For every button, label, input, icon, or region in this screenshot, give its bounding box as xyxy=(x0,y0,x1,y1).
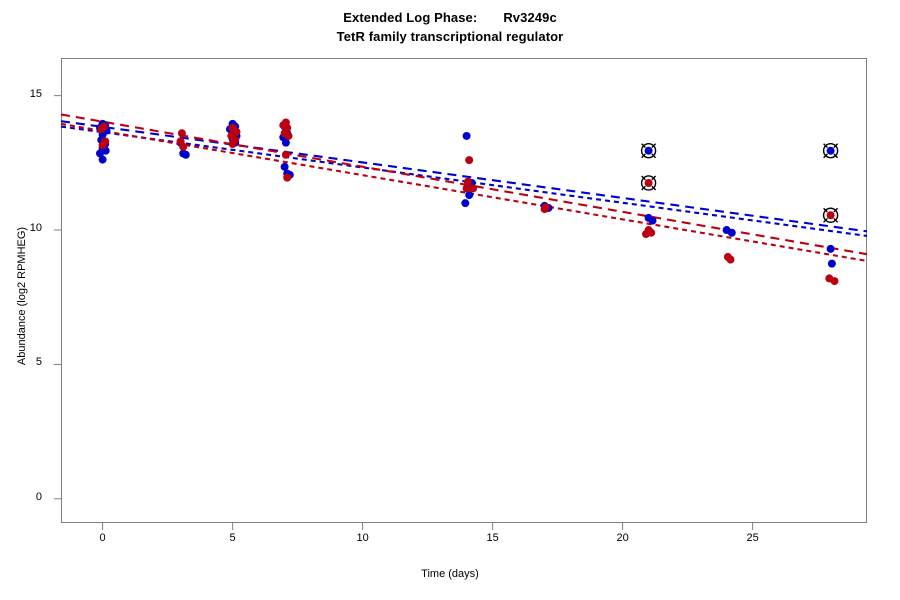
y-tick-label: 5 xyxy=(35,356,42,369)
x-tick-label: 10 xyxy=(356,532,369,544)
y-axis-label: Abundance (log2 RPMHEG) xyxy=(16,226,28,366)
chart-title-gene: Rv3249c xyxy=(503,10,557,25)
chart-title-phase: Extended Log Phase: xyxy=(343,10,478,25)
plot-area xyxy=(61,58,867,523)
y-tick-label: 10 xyxy=(29,222,42,235)
x-axis-label: Time (days) xyxy=(421,568,479,580)
x-tick-label: 15 xyxy=(486,532,499,544)
y-tick-label: 0 xyxy=(35,490,42,503)
chart-title: Extended Log Phase: Rv3249c TetR family t… xyxy=(0,8,900,46)
y-tick-label: 15 xyxy=(29,87,42,100)
x-tick-label: 20 xyxy=(616,532,629,544)
x-tick-label: 25 xyxy=(746,532,759,544)
chart-title-line-1: Extended Log Phase: Rv3249c xyxy=(0,8,900,27)
x-tick-label: 5 xyxy=(229,532,236,544)
chart-title-line-2: TetR family transcriptional regulator xyxy=(336,29,564,44)
x-tick-label: 0 xyxy=(99,532,106,544)
